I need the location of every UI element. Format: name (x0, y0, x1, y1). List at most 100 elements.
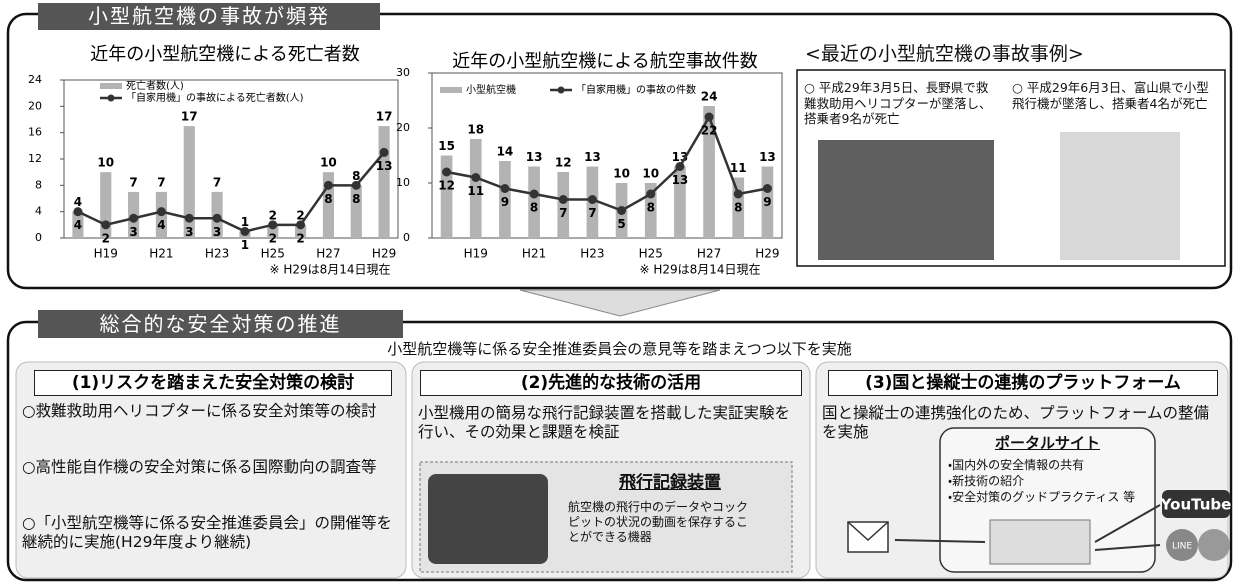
line-marker (558, 195, 568, 204)
bar (378, 126, 390, 238)
case-item: ○ 平成29年3月5日、長野県で救難救助用ヘリコプターが墜落し、搭乗者9名が死亡 (804, 80, 992, 127)
bar-value-label: 10 (642, 167, 659, 181)
line-value-label: 4 (157, 218, 165, 232)
bar (350, 185, 362, 238)
line-logo (1166, 529, 1198, 561)
line-marker (240, 226, 250, 236)
line-value-label: 11 (467, 184, 484, 198)
line-value-label: 3 (213, 225, 221, 239)
bottom-frame (6, 320, 1233, 582)
panel-text: 国と操縦士の連携強化のため、プラットフォームの整備を実施 (822, 404, 1210, 442)
y-tick-label: 10 (396, 176, 410, 189)
section-tab: 総合的な安全対策の推進 (38, 310, 403, 338)
bar (267, 224, 279, 238)
portal-item: ・国内外の安全情報の共有 (948, 458, 1085, 472)
y-tick-label: 0 (403, 231, 410, 244)
line-marker (379, 147, 389, 157)
line-value-label: 8 (647, 201, 655, 215)
line-value-label: 8 (324, 192, 332, 206)
bar-value-label: 11 (730, 161, 747, 175)
photo-helicopter (818, 140, 994, 260)
line-marker (212, 213, 222, 223)
panel-item: ○「小型航空機等に係る安全推進委員会」の開催等を継続的に実施(H29年度より継続… (22, 514, 393, 552)
bar (761, 166, 774, 238)
line-marker (296, 220, 306, 230)
line (77, 151, 386, 233)
bar (703, 106, 715, 238)
bar-value-label: 13 (584, 150, 601, 164)
section-tab: 小型航空機の事故が頻発 (38, 3, 380, 30)
bar-value-label: 14 (497, 145, 514, 159)
device-text: 航空機の飛行中のデータやコックピットの状況の動画を保存することができる機器 (568, 500, 749, 544)
x-tick-label: H21 (522, 247, 546, 261)
bar (557, 172, 570, 238)
twitter-logo (1198, 529, 1230, 561)
device-title: 飛行記録装置 (619, 473, 721, 493)
line-value-label: 12 (438, 179, 455, 193)
x-tick-label: H27 (316, 247, 340, 261)
line-marker (529, 189, 539, 199)
portal-item: ・安全対策のグッドプラクティス 等 (948, 490, 1136, 504)
line-value-label: 4 (74, 218, 82, 232)
x-tick-label: H19 (94, 247, 118, 261)
bar (499, 161, 511, 238)
device-image (428, 474, 548, 564)
line-marker (323, 180, 333, 190)
line-marker (442, 167, 452, 177)
line-marker (646, 189, 656, 199)
bar-value-label: 7 (129, 175, 137, 189)
photo-plane (1060, 132, 1180, 260)
cases-frame (796, 69, 1226, 267)
legend-swatch (440, 87, 462, 93)
line-value-label: 7 (559, 206, 567, 220)
chart-title: 近年の小型航空機による死亡者数 (90, 44, 359, 65)
y-tick-label: 30 (396, 66, 410, 79)
x-tick-label: H27 (697, 247, 721, 261)
bar-value-label: 10 (613, 167, 630, 181)
bar (322, 172, 334, 238)
bar (440, 155, 453, 238)
line-marker (101, 220, 111, 230)
youtube-logo (1162, 490, 1230, 518)
panel-heading: (3)国と操縦士の連携のプラットフォーム (828, 370, 1218, 396)
line-marker (762, 184, 772, 193)
x-tick-label: H23 (205, 247, 229, 261)
line (446, 114, 768, 212)
x-tick-label: H29 (372, 247, 396, 261)
x-tick-label: H23 (580, 247, 604, 261)
y-tick-label: 12 (28, 152, 42, 165)
panel (15, 361, 407, 579)
devices-icon (989, 519, 1091, 565)
chart-note: ※ H29は8月14日現在 (269, 263, 390, 277)
connector (894, 539, 986, 543)
connector (1094, 504, 1161, 543)
y-tick-label: 8 (35, 178, 42, 191)
x-tick-label: H19 (464, 247, 488, 261)
line-marker (500, 184, 510, 193)
line-value-label: 7 (588, 206, 596, 220)
top-frame (6, 12, 1233, 290)
y-tick-label: 24 (28, 73, 42, 86)
lead: 小型航空機等に係る安全推進委員会の意見等を踏まえつつ以下を実施 (387, 340, 852, 358)
line-marker (73, 207, 83, 217)
x-tick-label: H25 (639, 247, 663, 261)
panel-item: ○高性能自作機の安全対策に係る国際動向の調査等 (22, 458, 377, 476)
bar (72, 211, 84, 238)
line-marker (156, 207, 166, 217)
legend-swatch (557, 86, 565, 94)
bar (469, 139, 482, 238)
case-item: ○ 平成29年6月3日、富山県で小型飛行機が墜落し、搭乗者4名が死亡 (1012, 80, 1209, 111)
bar-value-label: 17 (181, 110, 198, 124)
chart-note: ※ H29は8月14日現在 (639, 263, 760, 277)
y-tick-label: 20 (28, 99, 42, 112)
legend-label: 小型航空機 (466, 83, 516, 96)
bar-value-label: 17 (376, 110, 393, 124)
line-marker (129, 213, 139, 223)
line-value-label: 13 (672, 173, 689, 187)
panel-heading: (1)リスクを踏まえた安全対策の検討 (34, 370, 392, 396)
legend-label: 「自家用機」の事故による死亡者数(人) (126, 91, 304, 104)
logo-text: YouTube (1160, 496, 1232, 514)
legend-label: 死亡者数(人) (126, 79, 184, 92)
line-value-label: 2 (296, 231, 304, 245)
line-value-label: 22 (701, 124, 718, 138)
